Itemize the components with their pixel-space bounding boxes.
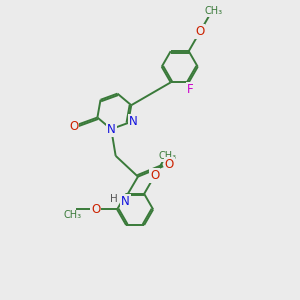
Text: N: N bbox=[121, 195, 130, 208]
Text: CH₃: CH₃ bbox=[64, 210, 82, 220]
Text: CH₃: CH₃ bbox=[159, 151, 177, 161]
Text: O: O bbox=[91, 203, 100, 216]
Text: N: N bbox=[129, 115, 138, 128]
Text: O: O bbox=[195, 26, 205, 38]
Text: H: H bbox=[110, 194, 118, 204]
Text: O: O bbox=[164, 158, 174, 171]
Text: O: O bbox=[69, 120, 78, 133]
Text: N: N bbox=[107, 123, 116, 136]
Text: CH₃: CH₃ bbox=[204, 6, 222, 16]
Text: F: F bbox=[187, 83, 194, 96]
Text: O: O bbox=[150, 169, 160, 182]
